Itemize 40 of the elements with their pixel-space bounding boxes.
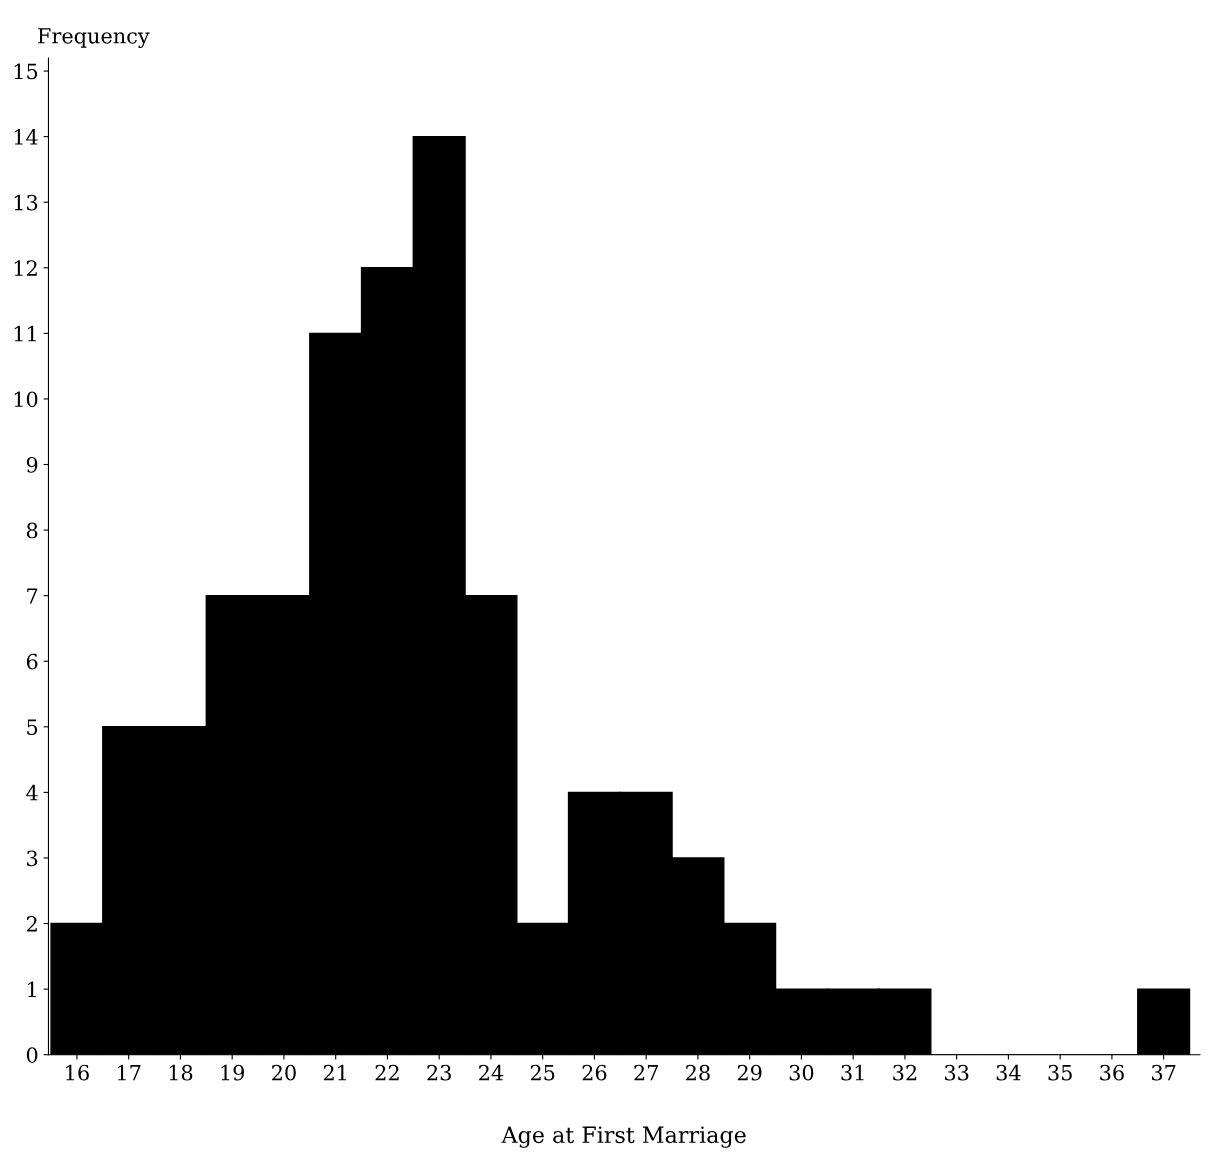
y-axis-title: Frequency [38,28,150,48]
y-tick-label: 6 [26,653,38,670]
x-tick-label: 29 [737,1064,762,1081]
y-tick-label: 8 [26,522,38,539]
x-tick-label: 24 [479,1064,504,1081]
y-tick-label: 10 [14,391,38,408]
x-tick-label: 27 [634,1064,658,1081]
x-tick-label: 16 [66,1064,89,1081]
y-tick-label: 7 [27,588,38,604]
y-tick-label: 9 [26,456,38,473]
x-tick-label: 33 [945,1064,969,1081]
y-tick-label: 15 [14,63,38,80]
y-tick-label: 1 [28,981,36,998]
x-tick-label: 32 [893,1064,917,1081]
x-tick-label: 20 [272,1064,296,1081]
y-tick-label: 0 [26,1047,38,1063]
x-tick-label: 31 [841,1064,864,1081]
x-axis-title: Age at First Marriage [501,1126,746,1148]
x-tick-label: 35 [1048,1064,1072,1081]
x-tick-label: 21 [323,1064,346,1081]
x-tick-label: 37 [1151,1064,1176,1081]
x-tick-label: 28 [686,1064,710,1081]
x-tick-label: 19 [221,1064,245,1081]
y-tick-label: 12 [14,260,37,276]
x-tick-label: 25 [530,1064,555,1081]
y-tick-label: 4 [26,784,38,801]
x-tick-label: 23 [427,1064,451,1081]
y-tick-label: 3 [27,850,38,867]
x-tick-label: 17 [117,1064,141,1081]
y-tick-label: 14 [14,129,38,145]
y-tick-label: 2 [26,915,37,932]
x-tick-label: 18 [169,1064,193,1081]
x-tick-label: 36 [1100,1064,1124,1081]
x-tick-label: 22 [375,1064,399,1081]
y-tick-label: 5 [27,719,38,736]
x-tick-label: 34 [996,1064,1021,1081]
x-tick-label: 26 [582,1064,607,1081]
x-tick-label: 30 [789,1064,814,1081]
y-tick-label: 13 [14,194,38,211]
y-tick-label: 11 [14,325,36,342]
